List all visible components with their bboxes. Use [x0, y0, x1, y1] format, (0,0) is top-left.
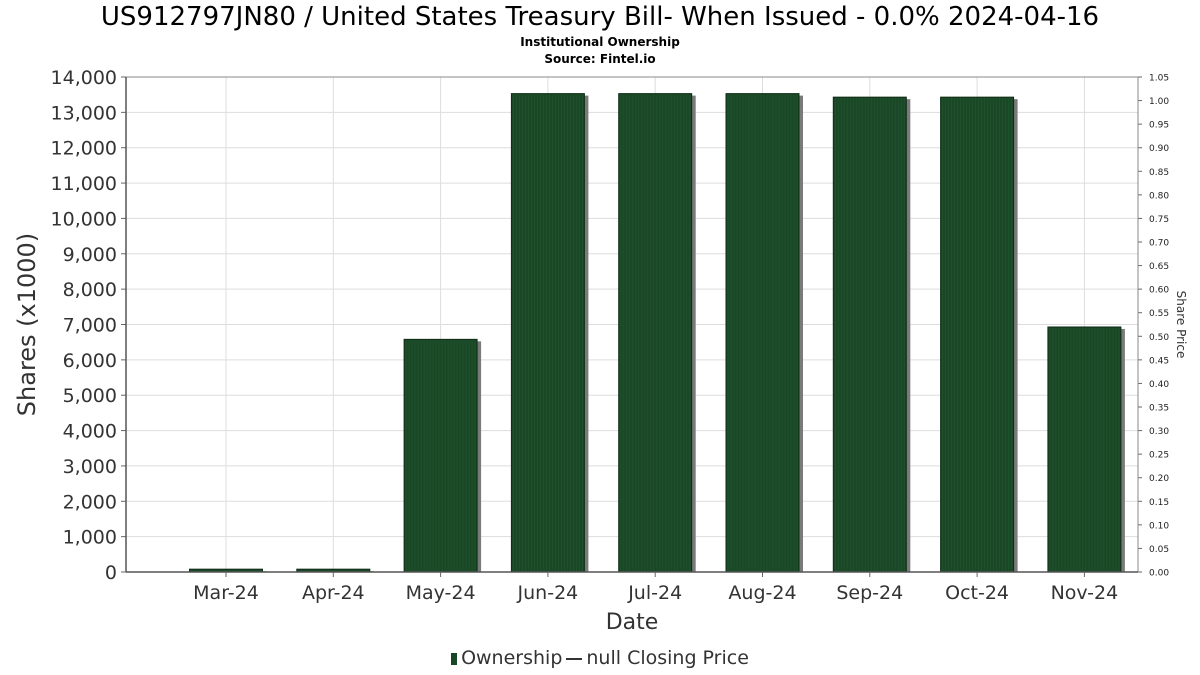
- y2-tick-label: 0.80: [1149, 191, 1169, 201]
- ownership-bar: [1047, 326, 1122, 573]
- y-tick-label: 12,000: [51, 138, 117, 160]
- ownership-bar: [940, 96, 1015, 573]
- x-tick-label: Sep-24: [836, 582, 903, 604]
- y2-tick-label: 0.20: [1149, 474, 1169, 484]
- y2-tick-label: 0.00: [1149, 569, 1169, 579]
- chart-subtitle-ownership: Institutional Ownership: [520, 35, 680, 49]
- chart-title: US912797JN80 / United States Treasury Bi…: [100, 2, 1100, 32]
- y-tick-label: 7,000: [63, 315, 117, 337]
- y2-tick-label: 0.75: [1149, 215, 1169, 225]
- legend-line-swatch: [566, 657, 583, 660]
- y-tick-label: 9,000: [63, 244, 117, 266]
- x-tick-label: Nov-24: [1051, 582, 1119, 604]
- ownership-bar: [832, 96, 907, 573]
- y2-tick-label: 0.05: [1149, 545, 1169, 555]
- y2-tick-label: 1.05: [1149, 74, 1169, 84]
- y-tick-label: 6,000: [63, 350, 117, 372]
- y2-tick-label: 0.10: [1149, 521, 1169, 531]
- y-axis-label: Shares (x1000): [13, 233, 41, 416]
- legend-closing-price-label: null Closing Price: [586, 647, 749, 669]
- legend-ownership-label: Ownership: [461, 647, 563, 669]
- chart-subtitle-source: Source: Fintel.io: [544, 52, 656, 66]
- x-axis-label: Date: [606, 610, 659, 635]
- x-tick-label: Jun-24: [517, 582, 579, 604]
- ownership-bar: [618, 93, 693, 573]
- y2-tick-label: 0.85: [1149, 168, 1169, 178]
- x-tick-label: Apr-24: [302, 582, 365, 604]
- y2-tick-label: 0.45: [1149, 356, 1169, 366]
- y-tick-label: 1,000: [63, 527, 117, 549]
- y2-tick-label: 0.35: [1149, 404, 1169, 414]
- y2-tick-label: 0.90: [1149, 144, 1169, 154]
- y2-tick-label: 0.55: [1149, 309, 1169, 319]
- y2-tick-label: 1.00: [1149, 97, 1169, 107]
- y-tick-label: 5,000: [63, 385, 117, 407]
- y2-tick-label: 0.15: [1149, 498, 1169, 508]
- y2-axis-label: Share Price: [1174, 291, 1188, 359]
- y-tick-label: 8,000: [63, 279, 117, 301]
- x-tick-label: Jul-24: [627, 582, 682, 604]
- y-tick-label: 0: [105, 562, 117, 584]
- y2-tick-label: 0.25: [1149, 451, 1169, 461]
- x-tick-label: Oct-24: [945, 582, 1009, 604]
- y2-tick-label: 0.30: [1149, 427, 1169, 437]
- y2-tick-label: 0.70: [1149, 239, 1169, 249]
- x-tick-label: Aug-24: [728, 582, 796, 604]
- ownership-bar: [403, 338, 478, 573]
- y-tick-label: 10,000: [51, 208, 117, 230]
- y-tick-label: 2,000: [63, 491, 117, 513]
- y2-tick-label: 0.65: [1149, 262, 1169, 272]
- y-tick-label: 3,000: [63, 456, 117, 478]
- y-tick-label: 4,000: [63, 421, 117, 443]
- x-tick-label: Mar-24: [193, 582, 259, 604]
- y2-tick-label: 0.40: [1149, 380, 1169, 390]
- y-tick-label: 11,000: [51, 173, 117, 195]
- y-tick-label: 13,000: [51, 102, 117, 124]
- x-tick-label: May-24: [406, 582, 476, 604]
- chart-legend: Ownership null Closing Price: [0, 647, 1200, 669]
- legend-bar-swatch: [451, 652, 458, 665]
- y2-tick-label: 0.95: [1149, 121, 1169, 131]
- y2-tick-label: 0.60: [1149, 286, 1169, 296]
- y2-tick-label: 0.50: [1149, 333, 1169, 343]
- y-tick-label: 14,000: [51, 67, 117, 89]
- ownership-bar: [510, 93, 585, 573]
